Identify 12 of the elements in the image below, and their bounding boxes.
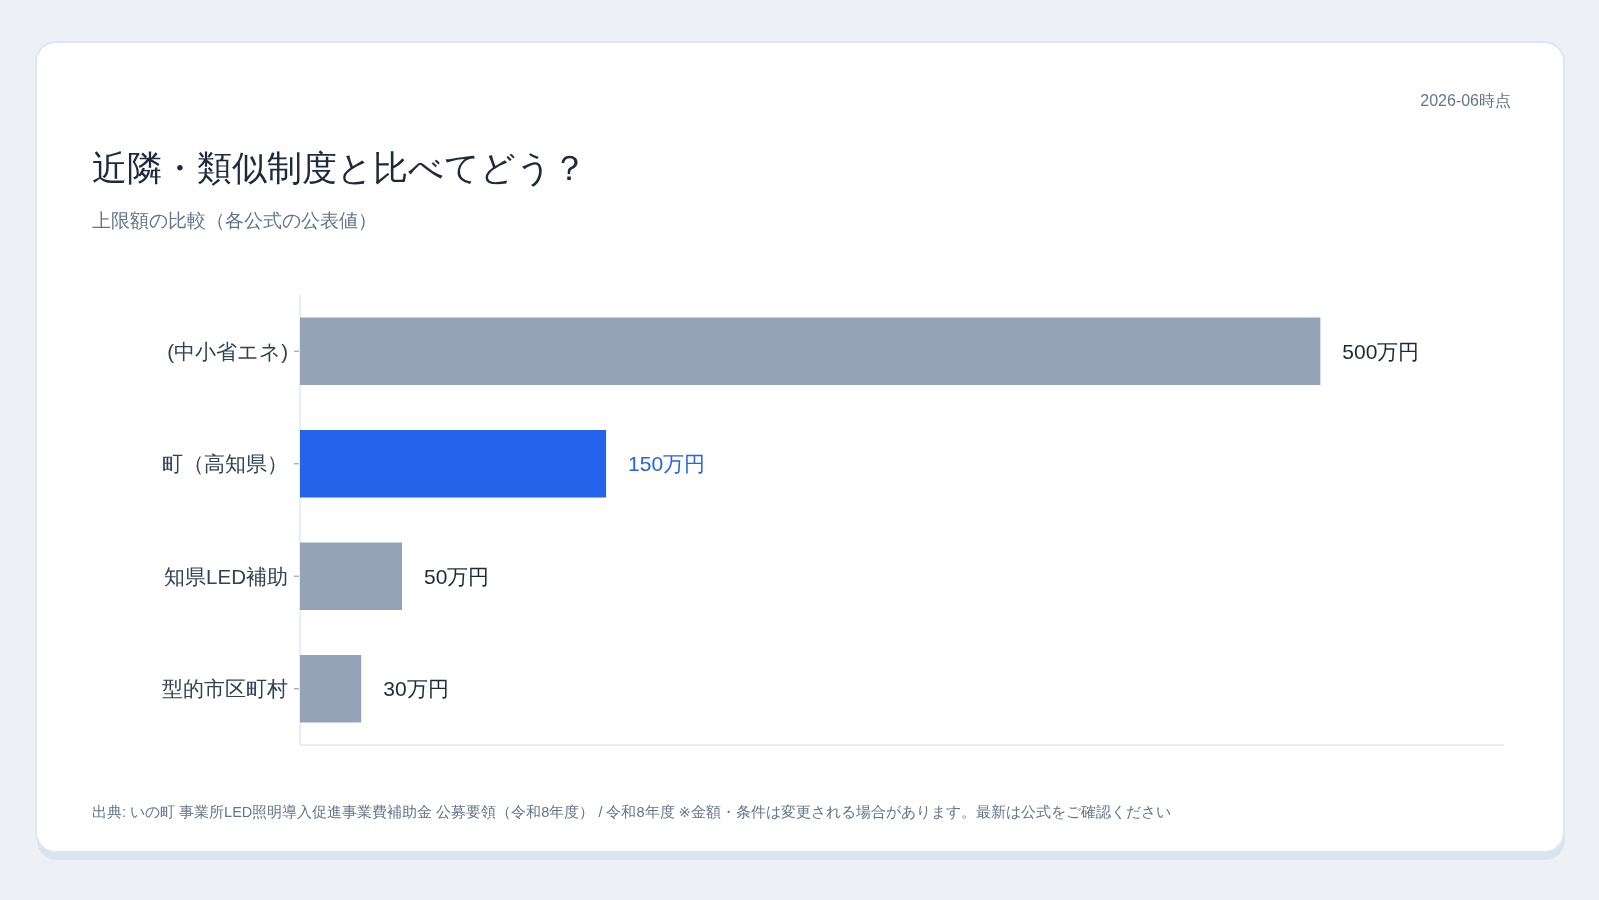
y-tick-label: 型的市区町村: [162, 677, 288, 701]
data-label: 30万円: [383, 677, 449, 701]
y-tick-label: (中小省エネ): [167, 339, 288, 363]
chart-title: 近隣・類似制度と比べてどう？: [92, 148, 587, 187]
source-note: 出典: いの町 事業所LED照明導入促進事業費補助金 公募要領（令和8年度） / 令和8年度 ※金額・条件は変更される場合があります。最新は公式をご確認ください: [92, 804, 1171, 820]
data-label: 150万円: [628, 452, 706, 476]
text: 2026-06時点: [1420, 92, 1511, 109]
y-tick-label: 知県LED補助: [164, 564, 288, 588]
data-label: 50万円: [424, 564, 490, 588]
y-tick-label: 町（高知県）: [162, 452, 288, 476]
chart-subtitle: 上限額の比較（各公式の公表値）: [92, 210, 377, 231]
data-label: 500万円: [1342, 339, 1420, 363]
